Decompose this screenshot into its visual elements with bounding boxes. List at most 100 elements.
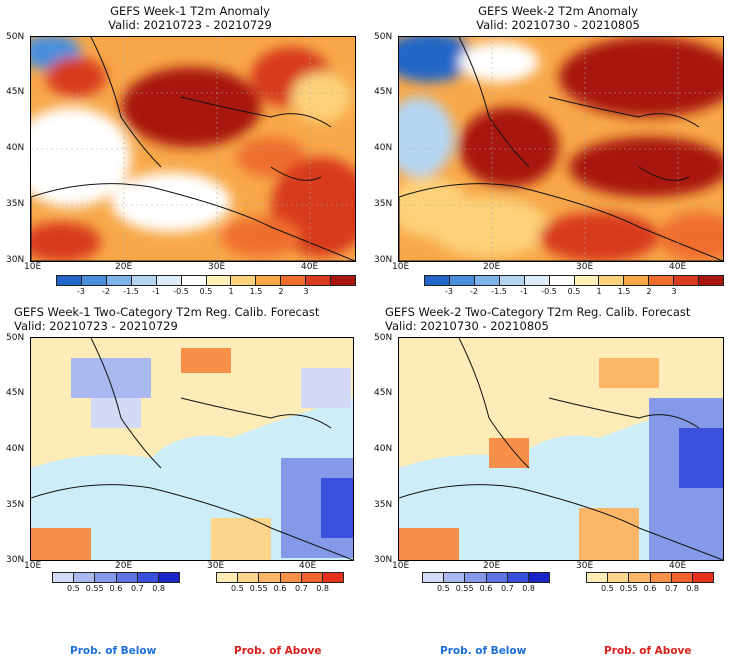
anomaly-week2-tick-0: -3 — [445, 287, 453, 296]
panel1-lon-40e: 40E — [301, 262, 319, 272]
above-week1-swatch-5 — [322, 573, 344, 582]
panel2-lon-40e: 40E — [669, 262, 687, 272]
anomaly-week1-tick-4: -0.5 — [173, 287, 189, 296]
anomaly-week2-tick-3: -1 — [520, 287, 528, 296]
below-week1-swatch-1 — [74, 573, 96, 582]
below-week1-swatch-4 — [137, 573, 159, 582]
panel3-lat-45n: 45N — [6, 388, 25, 398]
below-week1-swatch-5 — [158, 573, 180, 582]
panel1-valid-text: Valid: 20210723 - 20210729 — [108, 18, 272, 32]
below-week2-swatch-4 — [507, 573, 529, 582]
panel1-lat-40n: 40N — [6, 143, 25, 153]
below-week2-swatch-2 — [465, 573, 487, 582]
above-week2-tick-2: 0.6 — [643, 584, 657, 593]
anomaly-week1-swatch-10 — [306, 276, 332, 285]
anomaly-week2-tick-1: -2 — [470, 287, 478, 296]
anomaly-week2-tick-4: -0.5 — [541, 287, 557, 296]
panel4-lon-30e: 30E — [576, 561, 594, 571]
panel3-lat-50n: 50N — [6, 333, 25, 343]
below-week1-tick-0: 0.5 — [66, 584, 80, 593]
below-week2-tick-3: 0.7 — [500, 584, 514, 593]
above-week2-tick-3: 0.7 — [664, 584, 678, 593]
panel3-title: GEFS Week-1 Two-Category T2m Reg. Calib.… — [14, 305, 319, 333]
anomaly-week2-tick-8: 2 — [646, 287, 652, 296]
panel2-lon-30e: 30E — [576, 262, 594, 272]
panel4-valid-text: Valid: 20210730 - 20210805 — [385, 319, 549, 333]
above-week2-tick-4: 0.8 — [686, 584, 700, 593]
above-week2-tick-1: 0.55 — [619, 584, 638, 593]
above-week1-swatch-4 — [301, 573, 323, 582]
above-week1-swatch-0 — [217, 573, 239, 582]
below-week1-swatch-2 — [95, 573, 117, 582]
below-week2-tick-0: 0.5 — [436, 584, 450, 593]
below-week1-swatch-0 — [53, 573, 75, 582]
panel3-lat-40n: 40N — [6, 444, 25, 454]
panel1-lon-10e: 10E — [24, 262, 42, 272]
anomaly-week2-swatch-10 — [674, 276, 700, 285]
above-week2-swatch-1 — [608, 573, 630, 582]
panel1-lat-50n: 50N — [6, 32, 25, 42]
below-week2-swatch-5 — [528, 573, 550, 582]
anomaly-week1-swatch-2 — [106, 276, 132, 285]
panel3-title-text: GEFS Week-1 Two-Category T2m Reg. Calib.… — [14, 305, 320, 319]
panel4-lon-20e: 20E — [483, 561, 501, 571]
map-panel-week2-anomaly — [398, 36, 724, 262]
panel2-title: GEFS Week-2 T2m Anomaly Valid: 20210730 … — [398, 4, 718, 32]
panel3-lon-10e: 10E — [24, 561, 42, 571]
anomaly-week1-tick-8: 2 — [278, 287, 284, 296]
panel3-lon-40e: 40E — [299, 561, 317, 571]
anomaly-week2-swatch-3 — [499, 276, 525, 285]
panel2-lat-45n: 45N — [374, 87, 393, 97]
anomaly-week2-swatch-11 — [699, 276, 724, 285]
panel4-lat-45n: 45N — [374, 388, 393, 398]
panel2-lat-30n: 30N — [374, 255, 393, 265]
panel3-valid-text: Valid: 20210723 - 20210729 — [14, 319, 178, 333]
above-week1-swatch-1 — [238, 573, 260, 582]
above-week1-tick-2: 0.6 — [273, 584, 287, 593]
above-week2-swatch-2 — [629, 573, 651, 582]
anomaly-week2-tick-5: 0.5 — [567, 287, 581, 296]
prob-above-legend-week1: Prob. of Above — [234, 645, 322, 657]
anomaly-week1-swatch-8 — [256, 276, 282, 285]
anomaly-week2-swatch-2 — [474, 276, 500, 285]
anomaly-week1-tick-0: -3 — [77, 287, 85, 296]
anomaly-week2-swatch-6 — [574, 276, 600, 285]
prob-below-colorbar-week1 — [52, 572, 180, 583]
map-panel-week2-probability — [398, 337, 724, 561]
anomaly-week1-swatch-1 — [81, 276, 107, 285]
anomaly-week1-swatch-4 — [156, 276, 182, 285]
panel1-lat-35n: 35N — [6, 199, 25, 209]
anomaly-week1-tick-5: 0.5 — [199, 287, 213, 296]
panel2-lat-50n: 50N — [374, 32, 393, 42]
panel3-lat-35n: 35N — [6, 500, 25, 510]
below-week2-swatch-1 — [444, 573, 466, 582]
above-week2-swatch-3 — [650, 573, 672, 582]
anomaly-week1-swatch-6 — [206, 276, 232, 285]
anomaly-week2-swatch-5 — [549, 276, 575, 285]
above-week2-swatch-5 — [692, 573, 714, 582]
map-panel-week1-probability — [30, 337, 354, 561]
above-week1-swatch-3 — [280, 573, 302, 582]
panel4-lat-30n: 30N — [374, 555, 393, 565]
anomaly-colorbar-week1 — [56, 275, 356, 286]
anomaly-week2-tick-6: 1 — [596, 287, 602, 296]
below-week2-tick-4: 0.8 — [522, 584, 536, 593]
panel3-lon-30e: 30E — [207, 561, 225, 571]
panel3-lat-30n: 30N — [6, 555, 25, 565]
panel4-lat-35n: 35N — [374, 500, 393, 510]
below-week2-swatch-3 — [486, 573, 508, 582]
anomaly-week1-swatch-5 — [181, 276, 207, 285]
above-week2-tick-0: 0.5 — [600, 584, 614, 593]
map-panel-week1-anomaly — [30, 36, 356, 262]
panel3-lon-20e: 20E — [115, 561, 133, 571]
anomaly-week2-tick-2: -1.5 — [491, 287, 507, 296]
anomaly-week1-swatch-3 — [131, 276, 157, 285]
above-week1-swatch-2 — [259, 573, 281, 582]
anomaly-week2-swatch-9 — [649, 276, 675, 285]
anomaly-week1-tick-1: -2 — [102, 287, 110, 296]
anomaly-week2-swatch-4 — [524, 276, 550, 285]
panel2-lat-40n: 40N — [374, 143, 393, 153]
panel4-title-text: GEFS Week-2 Two-Category T2m Reg. Calib.… — [385, 305, 691, 319]
prob-above-colorbar-week2 — [586, 572, 714, 583]
panel2-title-text: GEFS Week-2 T2m Anomaly — [478, 4, 638, 18]
